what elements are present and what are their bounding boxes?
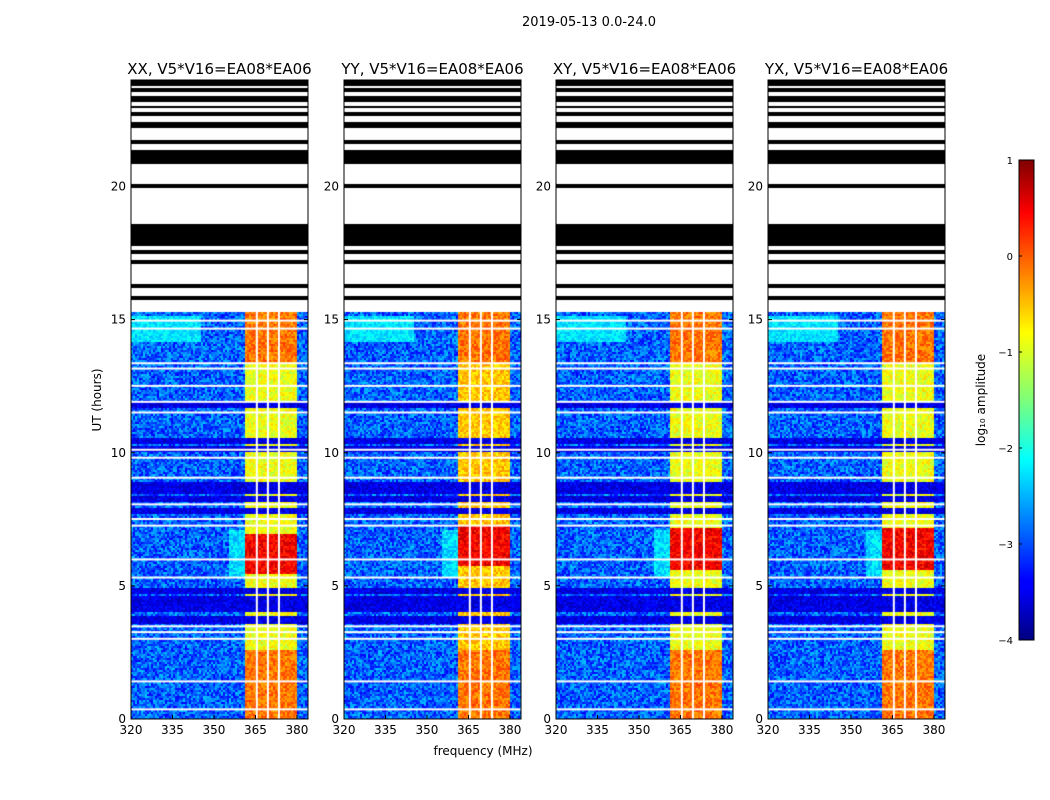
colorbar: log₁₀ amplitude 1 0 −1 −2 −3 −4 — [974, 156, 1035, 647]
x-tick-label: 320 — [757, 723, 780, 737]
colorbar-tick-label: −4 — [998, 636, 1013, 647]
x-tick-label: 320 — [545, 723, 568, 737]
colorbar-tick-label: −2 — [998, 444, 1013, 455]
panel-heatmap-image — [131, 80, 308, 719]
panel-2: XY, V5*V16=EA08*EA06 320 335 350 365 380 0 5 10 1… — [536, 60, 736, 737]
colorbar-gradient — [1018, 159, 1035, 641]
y-tick-label: 15 — [111, 313, 126, 327]
colorbar-label: log₁₀ amplitude — [974, 354, 988, 446]
colorbar-tick-label: −1 — [998, 348, 1013, 359]
y-tick-label: 0 — [543, 712, 551, 726]
panel-title: YY, V5*V16=EA08*EA06 — [340, 60, 523, 78]
panel-frame — [555, 79, 734, 720]
figure-suptitle: 2019-05-13 0.0-24.0 — [522, 15, 656, 30]
y-axis-label: UT (hours) — [90, 368, 104, 431]
x-tick-label: 380 — [710, 723, 733, 737]
y-tick-label: 15 — [748, 313, 763, 327]
y-tick-label: 5 — [543, 579, 551, 593]
x-tick-label: 320 — [333, 723, 356, 737]
x-tick-label: 380 — [285, 723, 308, 737]
panel-frame — [130, 79, 309, 720]
x-axis-label: frequency (MHz) — [433, 744, 532, 758]
y-tick-label: 5 — [331, 579, 339, 593]
y-tick-label: 0 — [331, 712, 339, 726]
panels-group: XX, V5*V16=EA08*EA06 320 335 350 365 380 0 5 10 1… — [111, 60, 948, 737]
panel-title: YX, V5*V16=EA08*EA06 — [764, 60, 948, 78]
y-tick-label: 10 — [111, 446, 126, 460]
y-tick-label: 20 — [536, 180, 551, 194]
y-tick-label: 15 — [536, 313, 551, 327]
panel-3: YX, V5*V16=EA08*EA06 320 335 350 365 380 0 5 10 1… — [748, 60, 948, 737]
y-tick-label: 5 — [118, 579, 126, 593]
y-tick-label: 0 — [755, 712, 763, 726]
colorbar-tick-label: −3 — [998, 540, 1013, 551]
x-tick-label: 335 — [586, 723, 609, 737]
y-tick-label: 15 — [324, 313, 339, 327]
colorbar-tick-label: 1 — [1007, 156, 1013, 167]
x-tick-label: 350 — [628, 723, 651, 737]
x-tick-label: 365 — [881, 723, 904, 737]
panel-title: XX, V5*V16=EA08*EA06 — [127, 60, 311, 78]
y-tick-label: 10 — [536, 446, 551, 460]
panel-title: XY, V5*V16=EA08*EA06 — [553, 60, 736, 78]
x-tick-label: 350 — [416, 723, 439, 737]
x-tick-label: 380 — [922, 723, 945, 737]
x-tick-label: 335 — [798, 723, 821, 737]
x-tick-label: 335 — [161, 723, 184, 737]
y-tick-label: 10 — [748, 446, 763, 460]
x-tick-label: 335 — [374, 723, 397, 737]
y-tick-label: 0 — [118, 712, 126, 726]
panel-frame — [767, 79, 946, 720]
y-tick-label: 20 — [111, 180, 126, 194]
x-tick-label: 350 — [203, 723, 226, 737]
panel-heatmap-image — [344, 80, 521, 719]
x-tick-label: 365 — [669, 723, 692, 737]
x-tick-label: 380 — [498, 723, 521, 737]
panel-frame — [343, 79, 522, 720]
panel-0: XX, V5*V16=EA08*EA06 320 335 350 365 380 0 5 10 1… — [111, 60, 312, 737]
y-tick-label: 10 — [324, 446, 339, 460]
x-tick-label: 365 — [244, 723, 267, 737]
panel-heatmap-image — [768, 80, 945, 719]
x-tick-label: 320 — [120, 723, 143, 737]
panel-1: YY, V5*V16=EA08*EA06 320 335 350 365 380 0 5 10 1… — [324, 60, 524, 737]
y-tick-label: 20 — [748, 180, 763, 194]
y-tick-label: 5 — [755, 579, 763, 593]
panel-heatmap-image — [556, 80, 733, 719]
x-tick-label: 365 — [457, 723, 480, 737]
y-tick-label: 20 — [324, 180, 339, 194]
colorbar-tick-label: 0 — [1007, 252, 1013, 263]
x-tick-label: 350 — [840, 723, 863, 737]
